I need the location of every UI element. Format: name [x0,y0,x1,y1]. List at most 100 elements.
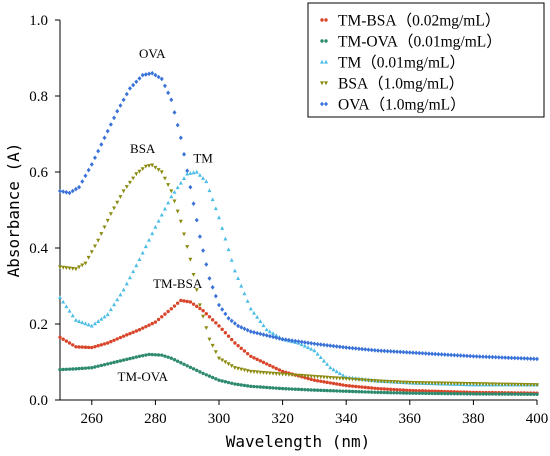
data-point [503,355,508,360]
y-ticks: 0.0 0.2 0.4 0.6 0.8 1.0 [29,13,60,409]
data-point [242,291,247,296]
data-point [265,385,269,390]
data-point [388,349,393,354]
legend-marker [320,59,324,64]
data-point [392,391,396,395]
data-point [153,165,158,170]
data-point [207,315,212,319]
data-point [392,387,396,392]
data-point [140,353,145,358]
data-point [121,287,126,292]
data-point [321,358,326,363]
data-point [156,218,161,223]
data-point [513,392,517,396]
data-point [449,391,453,396]
data-point [194,169,199,174]
data-point [452,352,457,358]
data-point [182,176,187,181]
legend-label: TM-BSA（0.02mg/mL） [338,13,500,30]
data-point [372,347,377,353]
data-point [242,368,247,373]
data-point [207,337,212,342]
data-point [210,197,215,202]
data-point [261,360,266,365]
data-point [83,261,88,266]
data-point [312,374,317,379]
data-point [461,381,466,386]
data-point [156,353,161,357]
data-point [341,344,346,350]
data-point [477,354,482,359]
data-point [401,380,406,385]
data-point [223,360,228,365]
data-point [188,184,193,190]
data-point [271,371,276,376]
data-point [188,171,193,175]
data-point [525,383,530,387]
data-point [80,320,85,325]
data-point [127,180,132,185]
data-point [369,390,374,394]
data-point [255,357,259,362]
data-point [153,224,158,229]
data-point [430,391,434,396]
data-point [455,392,460,396]
data-point [366,385,371,390]
data-point [369,347,374,353]
data-point [166,309,170,314]
data-point [217,378,221,382]
data-point [442,381,447,386]
data-point [319,379,323,384]
data-point [229,364,234,368]
data-point [201,314,206,319]
data-point [410,380,415,385]
data-point [306,374,311,379]
data-point [191,201,196,206]
data-point [185,168,190,174]
data-point [96,319,101,323]
data-point [427,391,431,396]
data-point [303,387,307,392]
data-point [115,108,120,114]
data-point [217,356,221,361]
data-point [258,319,263,323]
data-point [131,330,135,334]
data-point [201,176,206,180]
data-point [64,304,69,309]
data-point [77,345,81,349]
series-4 [58,70,539,362]
data-point [420,350,425,356]
data-point [125,357,129,362]
data-point [197,234,202,239]
data-point [287,387,291,391]
data-point [163,354,167,358]
data-point [325,388,329,393]
data-point [509,382,514,387]
data-point [468,382,473,386]
data-point [404,388,409,393]
data-point [449,381,454,386]
data-point [398,391,402,395]
data-point [121,334,126,338]
data-point [99,363,104,368]
data-point [185,245,190,249]
data-point [414,381,419,385]
data-point [201,248,206,253]
data-point [150,352,154,357]
data-point [147,164,152,168]
data-point [302,343,307,348]
data-point [124,185,129,189]
data-point [354,384,358,389]
data-point [245,351,250,356]
data-point [166,200,171,205]
data-point [274,386,278,390]
data-point [118,292,123,297]
data-point [366,378,371,383]
legend-label: TM-OVA（0.01mg/mL） [338,34,502,51]
data-point [395,380,400,385]
data-point [188,300,193,304]
data-point [484,392,488,396]
data-point [376,379,380,384]
data-point [140,72,145,78]
data-point [398,388,402,392]
